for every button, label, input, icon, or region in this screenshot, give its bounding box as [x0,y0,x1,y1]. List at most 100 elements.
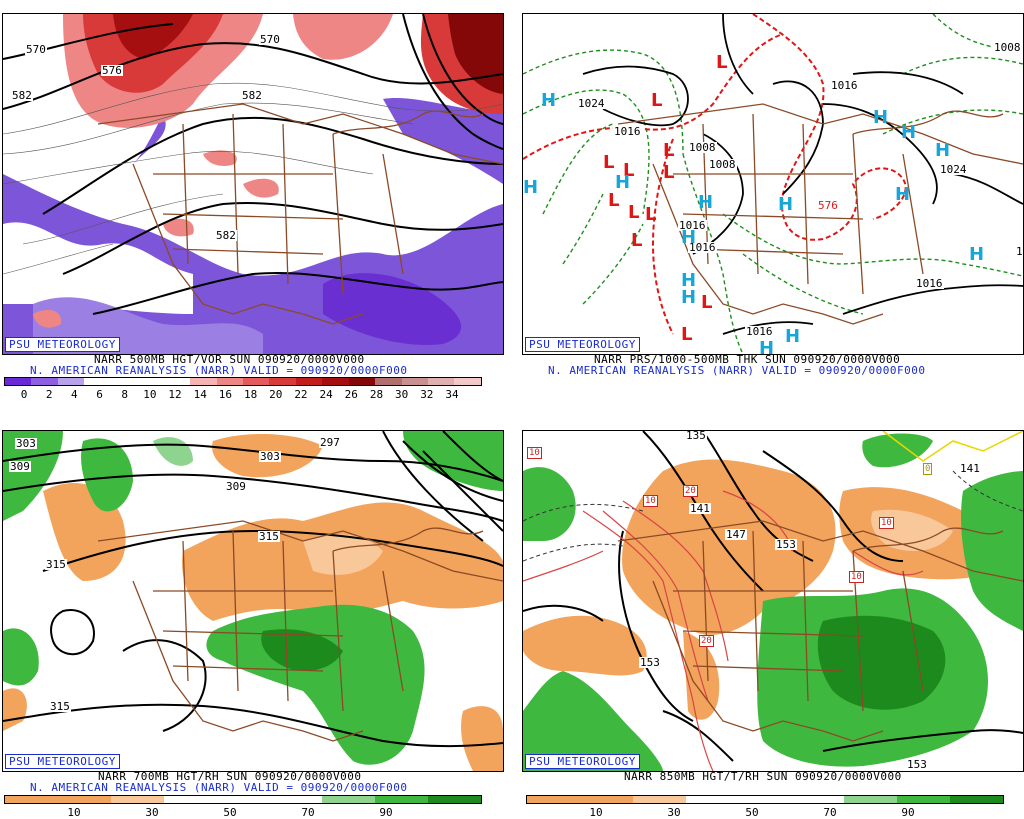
low-pressure-marker: L [701,292,713,313]
contour-label: 582 [11,89,33,102]
map-700mb-graphics [3,431,503,771]
contour-label: 153 [775,538,797,551]
colorbar-tick-label: 14 [193,388,207,401]
colorbar-swatch [163,796,217,803]
colorbar-tick-label: 50 [745,806,759,819]
colorbar-tick-label: 4 [71,388,78,401]
contour-label: 297 [319,436,341,449]
low-pressure-marker: L [651,90,663,111]
colorbar-swatch [269,796,323,803]
panel-pressure-thickness: 1024 1016 1008 1008 1016 1016 1016 1024 … [512,0,1024,409]
colorbar-tick-label: 30 [145,806,159,819]
colorbar-swatch [685,796,739,803]
colorbar-swatch [216,796,270,803]
colorbar-swatch [110,378,138,385]
colorbar-swatch [216,378,243,385]
colorbar-swatch [632,796,686,803]
temperature-label: 20 [699,635,714,647]
isobar-label: 1016 [678,219,707,232]
caption-title: NARR 850MB HGT/T/RH SUN 090920/0000V000 [624,770,902,783]
high-pressure-marker: H [759,338,775,355]
low-pressure-marker: L [663,140,675,161]
map-500mb: 570 582 570 582 576 582 [2,13,504,355]
colorbar-tick-label: 0 [20,388,28,401]
colorbar-tick-label: 34 [445,388,459,401]
isobar-label: 1008 [688,141,717,154]
temperature-label: 20 [683,485,698,497]
contour-label: 570 [259,33,281,46]
colorbar-swatch [242,378,270,385]
colorbar-swatch [401,378,428,385]
colorbar-swatch [5,796,58,803]
isobar-label: 1016 [830,79,859,92]
high-pressure-marker: H [541,90,557,111]
isobar-label: 1024 [577,97,606,110]
colorbar-swatch [163,378,191,385]
high-pressure-marker: H [901,122,917,143]
high-pressure-marker: H [895,184,911,205]
isobar-label: 1008 [708,158,737,171]
colorbar-tick-label: 10 [67,806,81,819]
colorbar-tick-label: 22 [294,388,308,401]
colorbar-swatch [295,378,323,385]
contour-label: 570 [25,43,47,56]
colorbar-tick-label: 20 [269,388,283,401]
colorbar-swatch [527,796,580,803]
colorbar-tick-label: 16 [218,388,233,401]
colorbar-swatch [950,796,1004,803]
colorbar-swatch [57,796,111,803]
high-pressure-marker: H [969,244,985,265]
high-pressure-marker: H [778,194,794,215]
contour-label: 147 [725,528,747,541]
colorbar-tick-label: 10 [143,388,157,401]
colorbar-swatch [454,378,481,385]
high-pressure-marker: H [681,287,697,308]
contour-label: 141 [959,462,981,475]
isobar-label: 1024 [939,163,968,176]
map-pressure: 1024 1016 1008 1008 1016 1016 1016 1024 … [522,13,1024,355]
caption-valid: N. AMERICAN REANALYSIS (NARR) VALID = 09… [30,364,408,377]
high-pressure-marker: H [873,107,889,128]
colorbar-tick-label: 10 [589,806,603,819]
colorbar-swatch [190,378,217,385]
contour-label: 582 [241,89,263,102]
colorbar-swatch [31,378,58,385]
map-700mb: 303 309 297 303 309 315 315 315 [2,430,504,772]
colorbar-swatch [348,378,376,385]
colorbar-tick-label: 2 [45,388,53,401]
map-pressure-graphics [523,14,1023,354]
colorbar-swatch [897,796,951,803]
contour-label: 309 [225,480,247,493]
vorticity-colorbar [4,377,482,386]
high-pressure-marker: H [698,192,714,213]
map-850mb: 135 141 147 153 153 141 153 10 10 20 10 … [522,430,1024,772]
colorbar-tick-label: 32 [420,388,434,401]
caption-title: NARR 700MB HGT/RH SUN 090920/0000V000 [98,770,362,783]
isobar-label: 1008 [993,41,1022,54]
contour-label: 153 [906,758,928,771]
colorbar-tick-label: 18 [243,388,258,401]
low-pressure-marker: L [681,324,693,345]
colorbar-swatch [57,378,85,385]
low-pressure-marker: L [631,230,643,251]
colorbar-tick-label: 26 [344,388,358,401]
rh-colorbar-ticks: 10 30 50 70 90 [4,806,482,819]
isobar-label: 1016 [613,125,642,138]
map-850mb-graphics [523,431,1023,771]
colorbar-tick-label: 12 [168,388,182,401]
colorbar-tick-label: 24 [319,388,333,401]
isobar-label: 1016 [915,277,944,290]
caption-title: NARR PRS/1000-500MB THK SUN 090920/0000V… [594,353,901,366]
temperature-label: 10 [643,495,658,507]
contour-label: 309 [9,460,31,473]
colorbar-swatch [579,796,633,803]
contour-label: 315 [258,530,280,543]
low-pressure-marker: L [628,202,640,223]
colorbar-tick-label: 90 [379,806,393,819]
isobar-label: 1016 [688,241,717,254]
panel-500mb-vorticity: 570 582 570 582 576 582 PSU METEOROLOGY … [0,0,512,409]
contour-label: 141 [689,502,711,515]
psu-meteorology-label: PSU METEOROLOGY [525,754,640,769]
high-pressure-marker: H [681,270,697,291]
high-pressure-marker: H [523,177,539,198]
